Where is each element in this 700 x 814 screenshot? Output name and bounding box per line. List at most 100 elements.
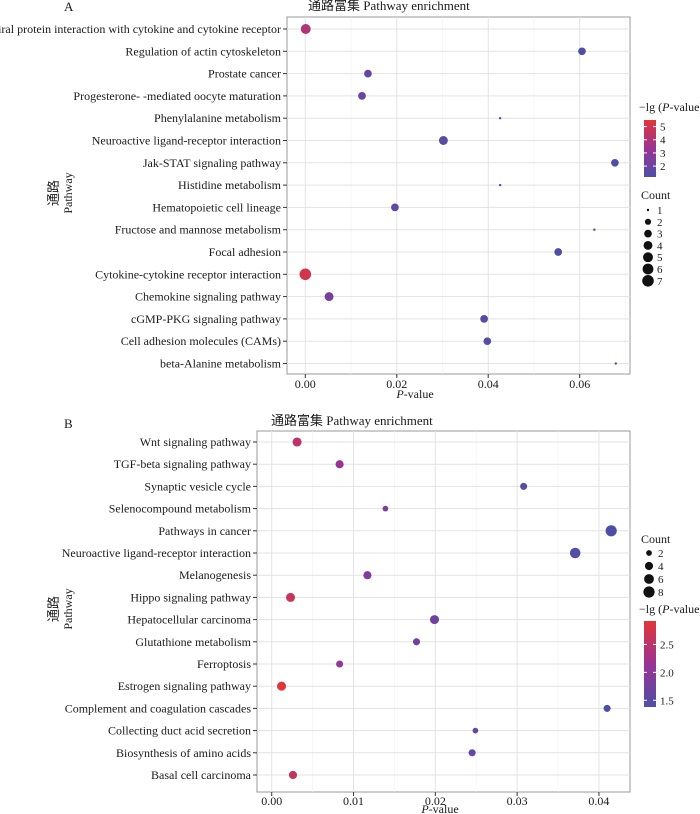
panel-b-data-point [605, 525, 617, 537]
panel-a-size-legend-label: 5 [657, 252, 663, 264]
panel-a-data-point [554, 248, 563, 256]
panel-b-data-point [468, 749, 476, 757]
panel-b-y-axis-title: 通路 Pathway [46, 588, 75, 629]
panel-a-category-label: Hematopoietic cell lineage [152, 200, 281, 214]
panel-a-y-axis-title-en: Pathway [61, 172, 75, 213]
panel-a-category-label: Fructose and mannose metabolism [115, 223, 282, 237]
panel-a-data-point [300, 24, 311, 34]
panel-a-x-tick-label: 0.02 [386, 377, 407, 391]
panel-a: A 通路富集 Pathway enrichment 0.00 0.02 0.04 0.06… [0, 0, 700, 401]
panel-b-size-legend-label: 6 [658, 574, 664, 586]
panel-a-color-legend-title-part: P [661, 100, 670, 114]
panel-b-y-axis-title-en: Pathway [61, 588, 75, 629]
panel-a-category-label: Neuroactive ligand-receptor interaction [92, 134, 281, 148]
panel-b-data-point [520, 482, 528, 490]
panel-b-category-label: Biosynthesis of amino acids [116, 746, 251, 760]
panel-b-x-tick-label: 0.01 [343, 794, 364, 808]
panel-b-x-axis-title-italic: P [420, 802, 429, 814]
panel-b-category-label: Selenocompound metabolism [109, 502, 252, 516]
panel-a-data-point [593, 228, 596, 231]
panel-b-y-axis-title-cn: 通路 [46, 596, 61, 622]
panel-b: B 通路富集 Pathway enrichment 0.00 0.01 0.02 0.03… [46, 413, 700, 814]
panel-a-category-label: Focal adhesion [209, 245, 281, 259]
panel-b-color-legend-title: −lg (P-value) [639, 602, 700, 616]
panel-a-category-label: Regulation of actin cytoskeleton [125, 44, 281, 58]
panel-a-x-axis-title: P-value [395, 387, 433, 401]
panel-a-title: 通路富集 Pathway enrichment [308, 0, 470, 13]
panel-b-category-label: Wnt signaling pathway [140, 435, 251, 449]
panel-b-data-point [412, 638, 421, 646]
panel-b-category-label: Ferroptosis [197, 657, 251, 671]
panel-b-size-legend-label: 4 [658, 561, 664, 573]
panel-b-data-point [277, 681, 287, 691]
panel-a-color-bar-label: 4 [660, 135, 666, 147]
panel-b-data-point [569, 547, 581, 559]
panel-a-size-legend-dot [644, 229, 652, 238]
panel-b-color-bar-label: 2.5 [660, 639, 674, 651]
panel-a-color-bar-label: 2 [660, 161, 666, 173]
panel-b-label: B [64, 416, 73, 431]
panel-b-x-axis-title: P-value [420, 802, 458, 814]
panel-b-data-point [363, 571, 372, 580]
panel-a-size-legend-label: 3 [657, 229, 663, 241]
panel-b-category-label: Glutathione metabolism [135, 635, 251, 649]
panel-a-category-label: Viral protein interaction with cytokine … [0, 22, 281, 36]
panel-b-color-bar-label: 1.5 [660, 695, 674, 707]
panel-b-x-axis-title-rest: -value [429, 802, 459, 814]
panel-b-data-point [335, 460, 344, 469]
panel-a-category-label: Cell adhesion molecules (CAMs) [121, 334, 281, 348]
panel-a-data-point [614, 362, 618, 365]
panel-b-data-point [382, 505, 389, 512]
panel-a-category-label: Progesterone- -mediated oocyte maturatio… [73, 89, 281, 103]
panel-b-category-label: Synaptic vesicle cycle [144, 479, 251, 493]
panel-a-category-label: Chemokine signaling pathway [135, 290, 281, 304]
panel-b-x-tick-label: 0.03 [507, 794, 528, 808]
panel-b-category-label: Hippo signaling pathway [130, 590, 251, 604]
panel-a-category-label: Cytokine-cytokine receptor interaction [95, 267, 281, 281]
panel-a-data-point [498, 117, 502, 120]
panel-b-size-legend-title: Count [641, 532, 671, 546]
panel-b-category-label: Complement and coagulation cascades [65, 701, 252, 715]
panel-a-category-label: Prostate cancer [208, 67, 281, 81]
panel-a-x-tick-label: 0.06 [569, 377, 590, 391]
panel-b-size-legend-dot [644, 574, 654, 584]
panel-a-size-legend-dot [643, 252, 653, 263]
panel-a-size-legend-label: 6 [657, 264, 663, 276]
panel-a-size-legend-dot [643, 240, 653, 250]
panel-b-category-label: Estrogen signaling pathway [118, 679, 251, 693]
panel-b-x-tick-label: 0.02 [425, 794, 446, 808]
panel-b-color-legend-title-part: -value) [669, 602, 700, 616]
panel-b-color-bar [644, 621, 656, 707]
panel-b-category-label: Neuroactive ligand-receptor interaction [62, 546, 251, 560]
panel-b-data-point [286, 592, 296, 602]
panel-a-color-bar [644, 120, 656, 177]
panel-a-category-label: Histidine metabolism [178, 178, 282, 192]
panel-a-data-point [578, 47, 586, 56]
panel-b-x-tick-label: 0.04 [588, 794, 609, 808]
panel-a-label: A [64, 0, 74, 14]
panel-a-size-legend-dot [644, 218, 652, 225]
panel-a-plot-area [286, 16, 631, 375]
panel-a-category-label: Jak-STAT signaling pathway [143, 156, 281, 170]
panel-b-data-point [336, 660, 344, 668]
panel-a-x-axis-title-italic: P [395, 387, 404, 401]
panel-a-size-legend-label: 2 [657, 217, 663, 229]
panel-a-category-label: Phenylalanine metabolism [154, 111, 282, 125]
panel-b-category-label: Hepatocellular carcinoma [127, 613, 251, 627]
panel-b-category-label: Basal cell carcinoma [151, 768, 252, 782]
panel-a-size-legend-dot [646, 208, 650, 212]
panel-a-data-point [480, 315, 488, 323]
panel-b-category-label: Collecting duct acid secretion [108, 724, 251, 738]
panel-b-size-legend-dot [646, 550, 652, 556]
panel-a-color-bar-label: 3 [660, 148, 666, 160]
panel-a-data-point [498, 183, 502, 187]
panel-b-color-legend-title-part: P [661, 602, 670, 616]
panel-b-data-point [288, 770, 298, 780]
panel-b-size-legend-label: 8 [658, 587, 664, 599]
panel-a-x-tick-label: 0.00 [295, 377, 316, 391]
panel-a-x-axis-title-rest: -value [404, 387, 434, 401]
panel-a-data-point [391, 203, 399, 212]
panel-b-color-legend-title-part: −lg ( [639, 602, 662, 616]
panel-b-category-label: Melanogenesis [179, 568, 251, 582]
panel-b-plot-area [256, 430, 631, 793]
